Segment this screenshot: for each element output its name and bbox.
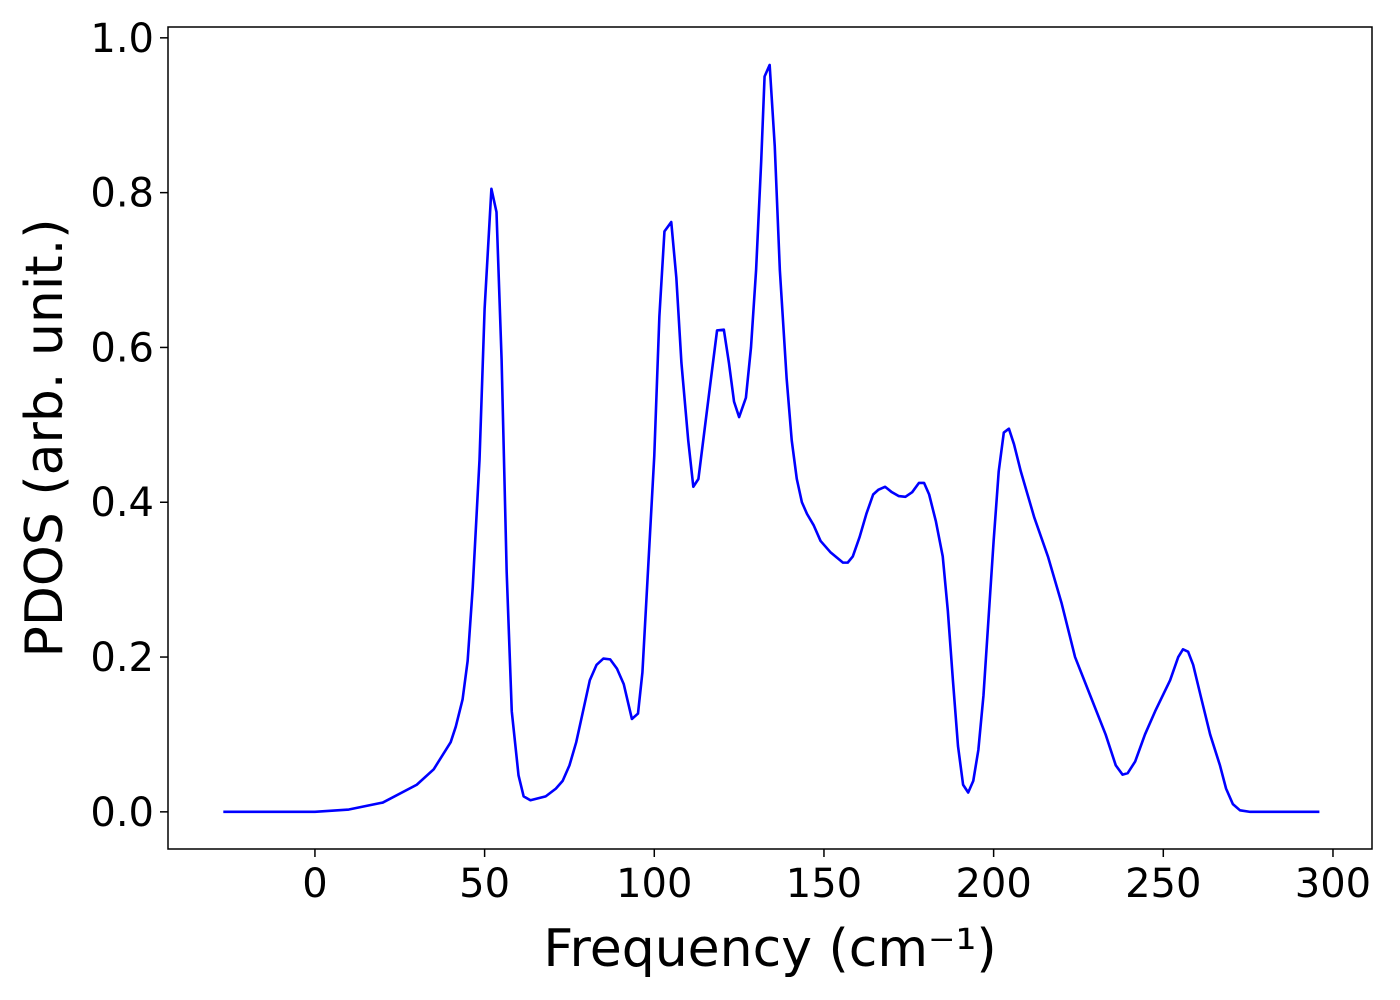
x-tick-label: 250 [1125, 861, 1201, 907]
x-tick-label: 50 [459, 861, 510, 907]
x-axis-label: Frequency (cm⁻¹) [543, 919, 996, 979]
y-tick-label: 1.0 [90, 16, 154, 62]
x-tick-label: 0 [302, 861, 327, 907]
y-tick-label: 0.2 [90, 635, 154, 681]
y-tick-label: 0.4 [90, 480, 154, 526]
plot-frame [167, 26, 1373, 850]
y-tick-label: 0.6 [90, 325, 154, 371]
y-tick-label: 0.8 [90, 171, 154, 217]
x-tick-label: 100 [616, 861, 692, 907]
y-tick-label: 0.0 [90, 790, 154, 836]
pdos-line [223, 63, 1320, 814]
y-axis-label: PDOS (arb. unit.) [15, 218, 75, 657]
x-tick-label: 200 [955, 861, 1031, 907]
x-tick-label: 150 [786, 861, 862, 907]
x-tick-label: 300 [1295, 861, 1371, 907]
